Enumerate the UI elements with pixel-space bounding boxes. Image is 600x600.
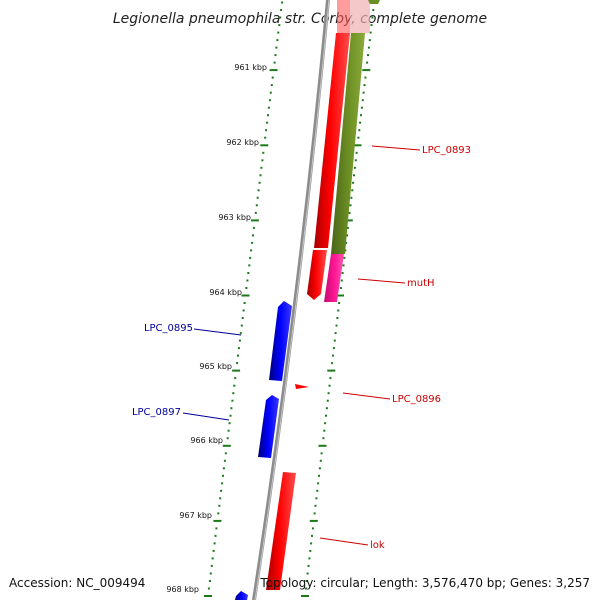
gene-label-lpc0895-text[interactable]: LPC_0895 [144,323,193,334]
gene-label-mutH[interactable]: mutH [357,278,435,289]
gene-mutH-feature[interactable] [307,250,327,300]
tick-label: 965 kbp [199,362,232,371]
tick-label: 962 kbp [226,138,259,147]
gene-label-lpc0893-text[interactable]: LPC_0893 [422,145,471,156]
tick-label: 963 kbp [218,213,251,222]
feature-offscreen-pink [350,0,370,33]
tick-label: 967 kbp [179,511,212,520]
gene-label-lpc0893[interactable]: LPC_0893 [371,145,471,156]
gene-label-lpc0897-text[interactable]: LPC_0897 [132,407,181,418]
tick-label: 961 kbp [234,63,267,72]
cog-olive-feature [331,33,365,254]
gene-label-lpc0897[interactable]: LPC_0897 [132,407,230,421]
feature-offscreen-red [337,0,350,33]
tick-label: 968 kbp [166,585,199,594]
gene-label-lok-text[interactable]: lok [370,540,385,551]
topology-text: Topology: circular; Length: 3,576,470 bp… [259,576,590,590]
gene-label-lok[interactable]: lok [319,537,385,551]
gene-label-mutH-text[interactable]: mutH [407,278,435,289]
accession-text: Accession: NC_009494 [9,576,145,590]
gene-label-lpc0896[interactable]: LPC_0896 [342,392,441,405]
cog-magenta-feature [324,254,344,302]
genome-backbone [252,0,330,600]
gene-lpc0895-feature[interactable] [269,301,292,381]
tick-labels: 961 kbp 962 kbp 963 kbp 964 kbp 965 kbp … [166,63,267,594]
gene-lpc0896-feature[interactable] [295,384,309,389]
tick-label: 964 kbp [209,288,242,297]
gene-lpc0897-feature[interactable] [258,395,279,458]
gene-label-lpc0896-text[interactable]: LPC_0896 [392,394,441,405]
feature-offscreen-top [368,0,380,4]
inner-tick-ring [204,1,284,597]
gene-offscreen-blue [235,591,248,600]
map-title: Legionella pneumophila str. Corby, compl… [113,11,487,27]
gene-label-lpc0895[interactable]: LPC_0895 [144,323,242,336]
gene-lok-feature[interactable] [266,472,296,590]
gene-lpc0893-feature[interactable] [314,33,350,248]
tick-label: 966 kbp [190,436,223,445]
